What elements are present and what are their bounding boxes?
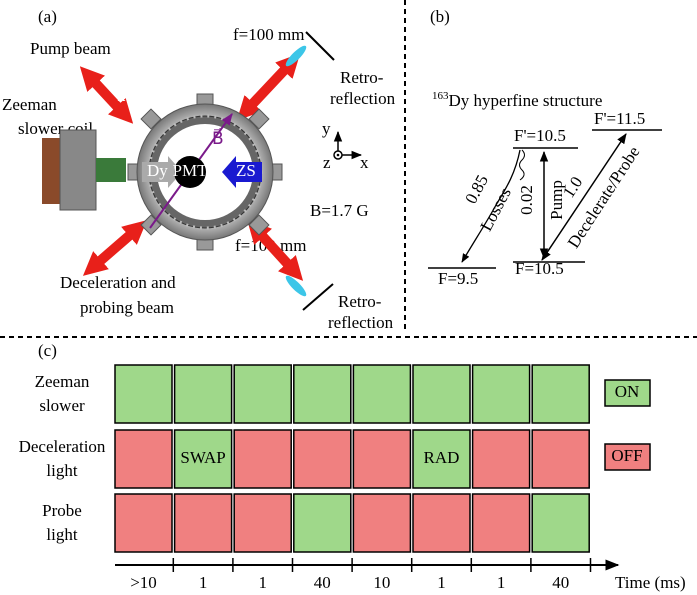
label: reflection [330,89,396,108]
label: B⃗ [212,128,224,148]
panel-b: (b) 163Dy hyperfine structure F'=10.5 F'… [428,7,662,288]
label: probing beam [80,298,174,317]
timing-cell [353,430,410,488]
axis [337,154,340,157]
coil [60,130,96,210]
duration-label: 40 [552,573,569,592]
polarization: π [117,86,126,105]
level-label: F'=11.5 [594,109,645,128]
timing-cell [473,365,530,423]
mirror [303,284,333,310]
timing-cell [175,365,232,423]
label: PMT [173,161,209,180]
panel-label: (c) [38,341,57,360]
timing-cell [115,365,172,423]
beam [245,62,292,112]
row-label: light [46,461,77,480]
timing-cell [473,430,530,488]
label: f=100 mm [233,25,304,44]
timing-cell [353,494,410,552]
level-label: F=9.5 [438,269,478,288]
row-label: light [46,525,77,544]
duration-label: 10 [373,573,390,592]
timing-cell [413,494,470,552]
label: B=1.7 G [310,201,369,220]
title: 163Dy hyperfine structure [432,90,602,110]
timing-cell [294,494,351,552]
axis-label: y [322,119,331,138]
timing-cell [532,365,589,423]
mirror [306,32,334,60]
legend-label: ON [615,382,640,401]
duration-label: 1 [437,573,446,592]
label: reflection [328,313,394,332]
timing-cell [294,430,351,488]
label: Retro- [338,292,382,311]
legend-label: OFF [611,446,642,465]
timing-cell [234,430,291,488]
panel-label: (a) [38,7,57,26]
duration-label: 1 [497,573,506,592]
timing-cell [532,494,589,552]
timing-cell [234,494,291,552]
duration-label: >10 [130,573,157,592]
timing-cell [473,494,530,552]
label: Deceleration and [60,273,176,292]
timing-cell [532,430,589,488]
label: Dy [147,161,168,180]
duration-label: 1 [199,573,208,592]
lens [283,273,308,298]
transition-label: 0.85 [461,172,492,207]
label: Zeeman [2,95,57,114]
figure: (a) Pump beam Zeeman slower coil Deceler… [0,0,697,595]
label: ZS [236,161,256,180]
timing-cell [175,494,232,552]
label: Retro- [340,68,384,87]
level-label: F'=10.5 [514,126,566,145]
coil [96,158,126,182]
axis-label: z [323,153,331,172]
cell-label: SWAP [180,448,225,467]
panel-label: (b) [430,7,450,26]
timing-cell [115,430,172,488]
transition-label: 0.02 [517,185,536,215]
panel-a: (a) Pump beam Zeeman slower coil Deceler… [2,7,396,332]
label: Pump beam [30,39,111,58]
panel-c: (c) Time (ms) Zeeman slower Deceleration li… [19,341,686,592]
level-label: F=10.5 [515,259,564,278]
timing-cell [234,365,291,423]
lens [283,43,308,68]
timing-cell [353,365,410,423]
duration-label: 1 [258,573,267,592]
axis-label: Time (ms) [615,573,686,592]
transition [520,150,525,180]
cell-label: RAD [424,448,460,467]
row-label: Zeeman [35,372,90,391]
timing-cell [413,365,470,423]
axis-label: x [360,153,369,172]
timing-cell [115,494,172,552]
row-label: Deceleration [19,437,106,456]
duration-label: 40 [314,573,331,592]
timing-cell [294,365,351,423]
row-label: Probe [42,501,82,520]
row-label: slower [39,396,85,415]
